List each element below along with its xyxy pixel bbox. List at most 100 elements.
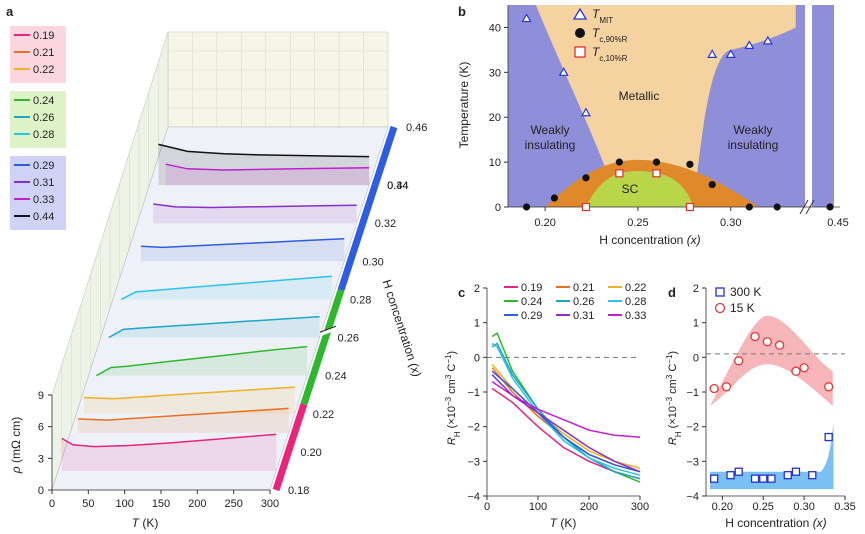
band-15k (710, 315, 833, 406)
hall-curve (491, 342, 641, 476)
tc90-marker (773, 203, 781, 211)
x-tick-label: 0.30 (793, 501, 814, 513)
label-part: H (453, 431, 462, 437)
label-part: −3 (665, 396, 674, 406)
z-tick-label: 0.22 (313, 409, 334, 421)
marker-15k (762, 337, 772, 347)
y-tick-label: 6 (38, 422, 44, 434)
panel-b-label: b (458, 4, 466, 19)
curve-fill (121, 276, 332, 300)
zaxis-colorbar (300, 288, 345, 406)
y-tick-label: 30 (489, 67, 501, 79)
y-tick-label: 0 (474, 352, 480, 364)
legend-label: 0.22 (33, 64, 54, 76)
region-label-weak: Weakly (733, 123, 772, 137)
label-part: 3 (665, 374, 674, 379)
zaxis-colorbar (337, 183, 379, 291)
resistivity-curve (83, 386, 295, 400)
tc10-marker (581, 202, 591, 212)
y-tick-label: 2 (693, 283, 699, 295)
resistivity-curve (77, 407, 289, 421)
label-part: cm (667, 379, 679, 397)
region-label-weak: Weakly (530, 123, 569, 137)
label-part: −1 (444, 354, 453, 364)
weakly-insulating-right (693, 5, 805, 207)
resistivity-curve (108, 315, 320, 339)
curve-fill (165, 164, 370, 186)
z-tick-label: 0.20 (300, 447, 321, 459)
resistivity-curve (140, 237, 345, 249)
x-tick-label: 100 (115, 498, 133, 510)
label-part: (K) (139, 516, 158, 530)
tmit-marker (707, 49, 718, 58)
weakly-insulating-far (812, 5, 834, 207)
z-tick-label: 0.44 (387, 180, 408, 192)
label-part: (×10 (667, 406, 679, 431)
zaxis-colorbar (371, 125, 398, 187)
marker-300k (710, 474, 719, 483)
x-tick-label: 0 (49, 498, 55, 510)
label-part: T (132, 516, 141, 530)
y-tick-label: 2 (474, 283, 480, 295)
hall-curve (491, 370, 641, 473)
marker-300k (824, 432, 833, 442)
legend-label: 0.24 (33, 95, 54, 107)
resistivity-curve (61, 433, 277, 448)
tc90-marker (615, 158, 623, 166)
marker-15k (721, 382, 732, 392)
label-part: −1 (665, 354, 674, 364)
legend-square (574, 46, 586, 58)
x-axis-label: T (K) (550, 516, 577, 530)
tc90-marker (708, 180, 716, 189)
legend-label: 15 K (730, 301, 755, 315)
axis-break (805, 199, 815, 215)
x-tick-label: 300 (631, 501, 649, 513)
x-tick-label: 0.20 (712, 501, 733, 513)
z-tick-label: 0.28 (350, 294, 371, 306)
marker-15k (799, 363, 809, 373)
legend-label: 0.19 (521, 282, 542, 294)
legend-label: 0.28 (33, 129, 54, 141)
x-tick-label: 0.35 (834, 501, 855, 513)
label-part: cm (446, 379, 458, 397)
label-part: (×10 (446, 406, 458, 431)
y-tick-label: 0 (38, 485, 44, 497)
legend-label: 0.28 (625, 296, 646, 308)
label-part: ) (667, 351, 679, 355)
y-tick-label: −4 (467, 491, 480, 503)
axis-break (319, 326, 337, 337)
tmit-marker (744, 40, 755, 50)
y-tick-label: 40 (489, 22, 501, 34)
y-axis-label: ρ (mΩ cm) (9, 417, 23, 475)
tmit-marker (558, 67, 569, 76)
region-label-metallic: Metallic (619, 89, 660, 103)
tc90-marker (550, 194, 559, 202)
curve-fill (108, 316, 320, 338)
y-axis-label: RH (×10−3 cm3 C−1) (444, 351, 462, 445)
label-part: MIT (599, 16, 613, 25)
tc90-marker (686, 160, 694, 168)
tc10-marker (685, 202, 695, 212)
y-tick-label: −2 (467, 422, 480, 434)
region-label-insulating: insulating (728, 138, 779, 152)
legend-label: 0.26 (573, 296, 594, 308)
y-tick-label: 20 (489, 112, 501, 124)
x-tick-label: 0 (484, 501, 490, 513)
legend-label: 0.19 (33, 30, 54, 42)
back-wall (167, 31, 389, 128)
panel-a-label: a (6, 4, 14, 19)
legend-label: 0.22 (625, 282, 646, 294)
legend-label: 0.31 (33, 177, 54, 189)
tmit-marker (521, 13, 532, 23)
label-part: (mΩ cm) (9, 417, 23, 467)
y-tick-label: 1 (474, 318, 480, 330)
z-tick-label: 0.24 (325, 371, 346, 383)
hall-curve (491, 331, 641, 483)
x-tick-label: 250 (224, 498, 242, 510)
x-tick-label: 50 (82, 498, 94, 510)
y-tick-label: −3 (686, 456, 699, 468)
legend-group-bg (10, 156, 66, 230)
axis-break (319, 325, 337, 333)
hall-curve (491, 367, 641, 473)
marker-300k (759, 474, 768, 483)
